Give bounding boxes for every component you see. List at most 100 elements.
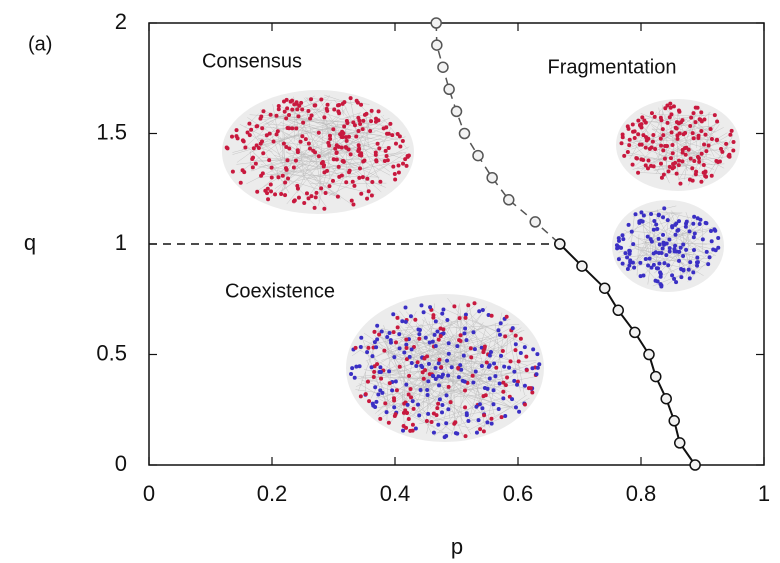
network-node xyxy=(486,313,491,318)
network-node xyxy=(706,262,711,267)
network-edge xyxy=(437,319,464,362)
network-node xyxy=(280,173,285,178)
network-edge xyxy=(293,104,296,142)
x-tick-label: 0.8 xyxy=(626,481,657,506)
network-node xyxy=(673,160,678,165)
network-node xyxy=(702,142,707,147)
network-node xyxy=(463,405,468,410)
network-node xyxy=(646,158,651,163)
network-node xyxy=(672,276,677,281)
network-node xyxy=(322,206,327,211)
network-node xyxy=(687,177,692,182)
network-node xyxy=(373,385,378,390)
data-point xyxy=(472,149,484,162)
network-edge xyxy=(334,146,410,183)
network-node xyxy=(458,363,463,368)
network-node xyxy=(268,112,273,117)
network-node xyxy=(501,389,506,394)
data-point xyxy=(554,238,566,250)
network-node xyxy=(692,158,697,163)
network-node xyxy=(649,265,654,270)
network-node xyxy=(684,221,689,226)
network-node xyxy=(417,332,422,337)
network-node xyxy=(392,396,397,401)
network-node xyxy=(285,158,290,163)
network-node xyxy=(433,319,438,324)
network-edge xyxy=(341,99,382,186)
network-node xyxy=(675,136,680,141)
network-node xyxy=(620,135,625,140)
network-node xyxy=(699,179,704,184)
network-edge xyxy=(384,375,443,394)
network-node xyxy=(632,265,637,270)
network-node xyxy=(391,312,396,317)
network-node xyxy=(709,239,714,244)
network-node xyxy=(695,255,700,260)
network-edge xyxy=(705,139,715,158)
network-node xyxy=(499,353,504,358)
network-node xyxy=(267,131,272,136)
network-edge xyxy=(252,95,315,133)
network-node xyxy=(481,394,486,399)
network-node xyxy=(674,120,679,125)
network-edge xyxy=(251,118,390,172)
network-node xyxy=(675,133,680,138)
network-node xyxy=(391,330,396,335)
network-node xyxy=(337,103,342,108)
data-point xyxy=(437,61,449,73)
network-node xyxy=(268,182,273,187)
network-node xyxy=(714,138,719,143)
network-node xyxy=(431,315,436,320)
x-tick-label: 0 xyxy=(143,481,155,506)
network-node xyxy=(625,267,630,272)
network-node xyxy=(444,433,449,438)
network-node xyxy=(393,141,398,146)
network-node xyxy=(419,303,424,308)
network-node xyxy=(700,237,705,242)
network-node xyxy=(431,411,436,416)
network-edge xyxy=(457,370,510,393)
network-node xyxy=(658,115,663,120)
network-node xyxy=(423,335,428,340)
network-node xyxy=(319,97,324,102)
network-node xyxy=(415,360,420,365)
network-node xyxy=(394,388,399,393)
network-node xyxy=(636,170,641,175)
network-node xyxy=(356,129,361,134)
network-node xyxy=(403,157,408,162)
network-node xyxy=(358,345,363,350)
network-node xyxy=(625,255,630,260)
network-node xyxy=(474,430,479,435)
network-node xyxy=(425,388,430,393)
network-node xyxy=(287,126,292,131)
network-node xyxy=(446,407,451,412)
network-node xyxy=(697,159,702,164)
network-node xyxy=(363,392,368,397)
network-node xyxy=(421,376,426,381)
network-node xyxy=(410,422,415,427)
network-node xyxy=(507,365,512,370)
network-node xyxy=(336,109,341,114)
network-node xyxy=(657,242,662,247)
network-node xyxy=(390,133,395,138)
network-node xyxy=(661,148,666,153)
network-node xyxy=(697,221,702,226)
network-node xyxy=(640,115,645,120)
network-edge xyxy=(631,105,665,146)
network-node xyxy=(487,353,492,358)
network-edge xyxy=(405,321,458,328)
network-node xyxy=(691,247,696,252)
network-node xyxy=(398,144,403,149)
network-edge xyxy=(324,107,347,128)
network-node xyxy=(643,163,648,168)
network-node xyxy=(406,416,411,421)
network-node xyxy=(348,152,353,157)
network-node xyxy=(459,367,464,372)
network-edge xyxy=(241,120,275,151)
network-node xyxy=(704,221,709,226)
network-node xyxy=(680,150,685,155)
network-edge xyxy=(643,123,717,172)
network-node xyxy=(395,131,400,136)
network-node xyxy=(704,149,709,154)
network-node xyxy=(374,159,379,164)
